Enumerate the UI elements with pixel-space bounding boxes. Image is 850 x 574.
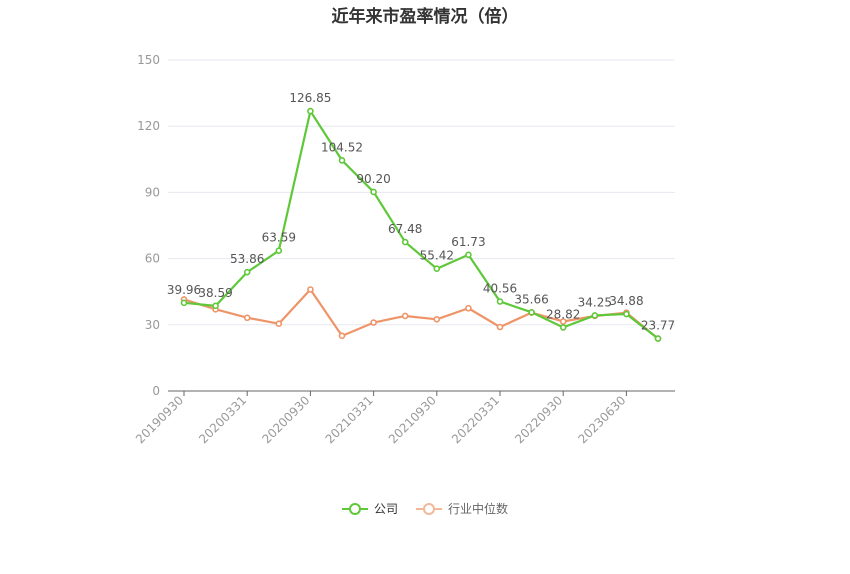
data-point [401, 312, 409, 320]
y-tick-label: 120 [137, 119, 160, 133]
data-point [401, 238, 409, 246]
data-point [307, 286, 314, 293]
y-tick-label: 30 [145, 318, 160, 332]
x-tick-label: 20210930 [386, 393, 439, 446]
data-label: 126.85 [289, 91, 331, 105]
x-tick-label: 20190930 [133, 393, 186, 446]
legend-swatch-company [341, 502, 368, 515]
data-label: 34.88 [609, 294, 643, 308]
series-line [183, 109, 659, 340]
data-point [496, 298, 504, 305]
data-point [591, 312, 599, 319]
data-label: 40.56 [483, 281, 517, 295]
data-point [654, 335, 662, 342]
series-line [183, 288, 659, 340]
chart-title: 近年来市盈率情况（倍） [331, 7, 519, 27]
series-company [180, 107, 662, 342]
data-label: 39.96 [167, 283, 201, 297]
data-point [433, 265, 441, 273]
x-tick-label: 20200331 [196, 393, 249, 446]
y-tick-label: 150 [137, 53, 160, 67]
data-point [275, 320, 283, 327]
data-label: 90.20 [356, 172, 390, 186]
y-tick-label: 90 [145, 185, 160, 199]
x-tick-label: 20220331 [449, 393, 502, 446]
x-tick-label: 20210331 [323, 393, 376, 446]
legend-item-company[interactable]: 公司 [341, 500, 398, 517]
legend-label-company: 公司 [373, 502, 398, 516]
data-point [338, 157, 346, 164]
data-point [243, 314, 251, 322]
data-label: 23.77 [641, 319, 675, 333]
data-point [496, 323, 504, 331]
data-label: 28.82 [546, 307, 580, 321]
legend: 公司 行业中位数 [0, 500, 850, 517]
data-point [243, 268, 251, 276]
data-label: 34.25 [578, 295, 612, 309]
legend-item-industry[interactable]: 行业中位数 [416, 500, 508, 517]
data-point [275, 247, 283, 254]
legend-label-industry: 行业中位数 [448, 502, 509, 516]
y-tick-label: 60 [145, 252, 160, 266]
series [180, 107, 662, 342]
data-label: 67.48 [388, 222, 422, 236]
grid-lines [168, 59, 675, 326]
y-tick-label: 0 [152, 384, 160, 398]
data-label: 55.42 [420, 249, 454, 263]
data-point [528, 309, 535, 316]
data-point [559, 318, 567, 325]
data-point [623, 310, 630, 318]
x-tick-label: 20230630 [575, 393, 628, 446]
data-point [465, 251, 472, 259]
data-point [370, 319, 377, 326]
data-point [465, 304, 472, 312]
data-point [370, 188, 377, 196]
data-point [559, 324, 567, 331]
data-label: 104.52 [321, 140, 363, 154]
legend-swatch-industry [416, 502, 442, 515]
data-label: 63.59 [262, 231, 296, 245]
data-point [212, 302, 219, 310]
data-label: 61.73 [451, 235, 485, 249]
data-point [307, 107, 314, 115]
x-tick-label: 20220930 [512, 393, 565, 446]
data-label: 53.86 [230, 252, 264, 266]
data-point [180, 299, 188, 307]
data-point [338, 332, 346, 340]
x-tick-label: 20200930 [259, 393, 312, 446]
data-point [433, 315, 441, 323]
data-label: 38.59 [198, 286, 232, 300]
data-label: 35.66 [514, 292, 548, 306]
